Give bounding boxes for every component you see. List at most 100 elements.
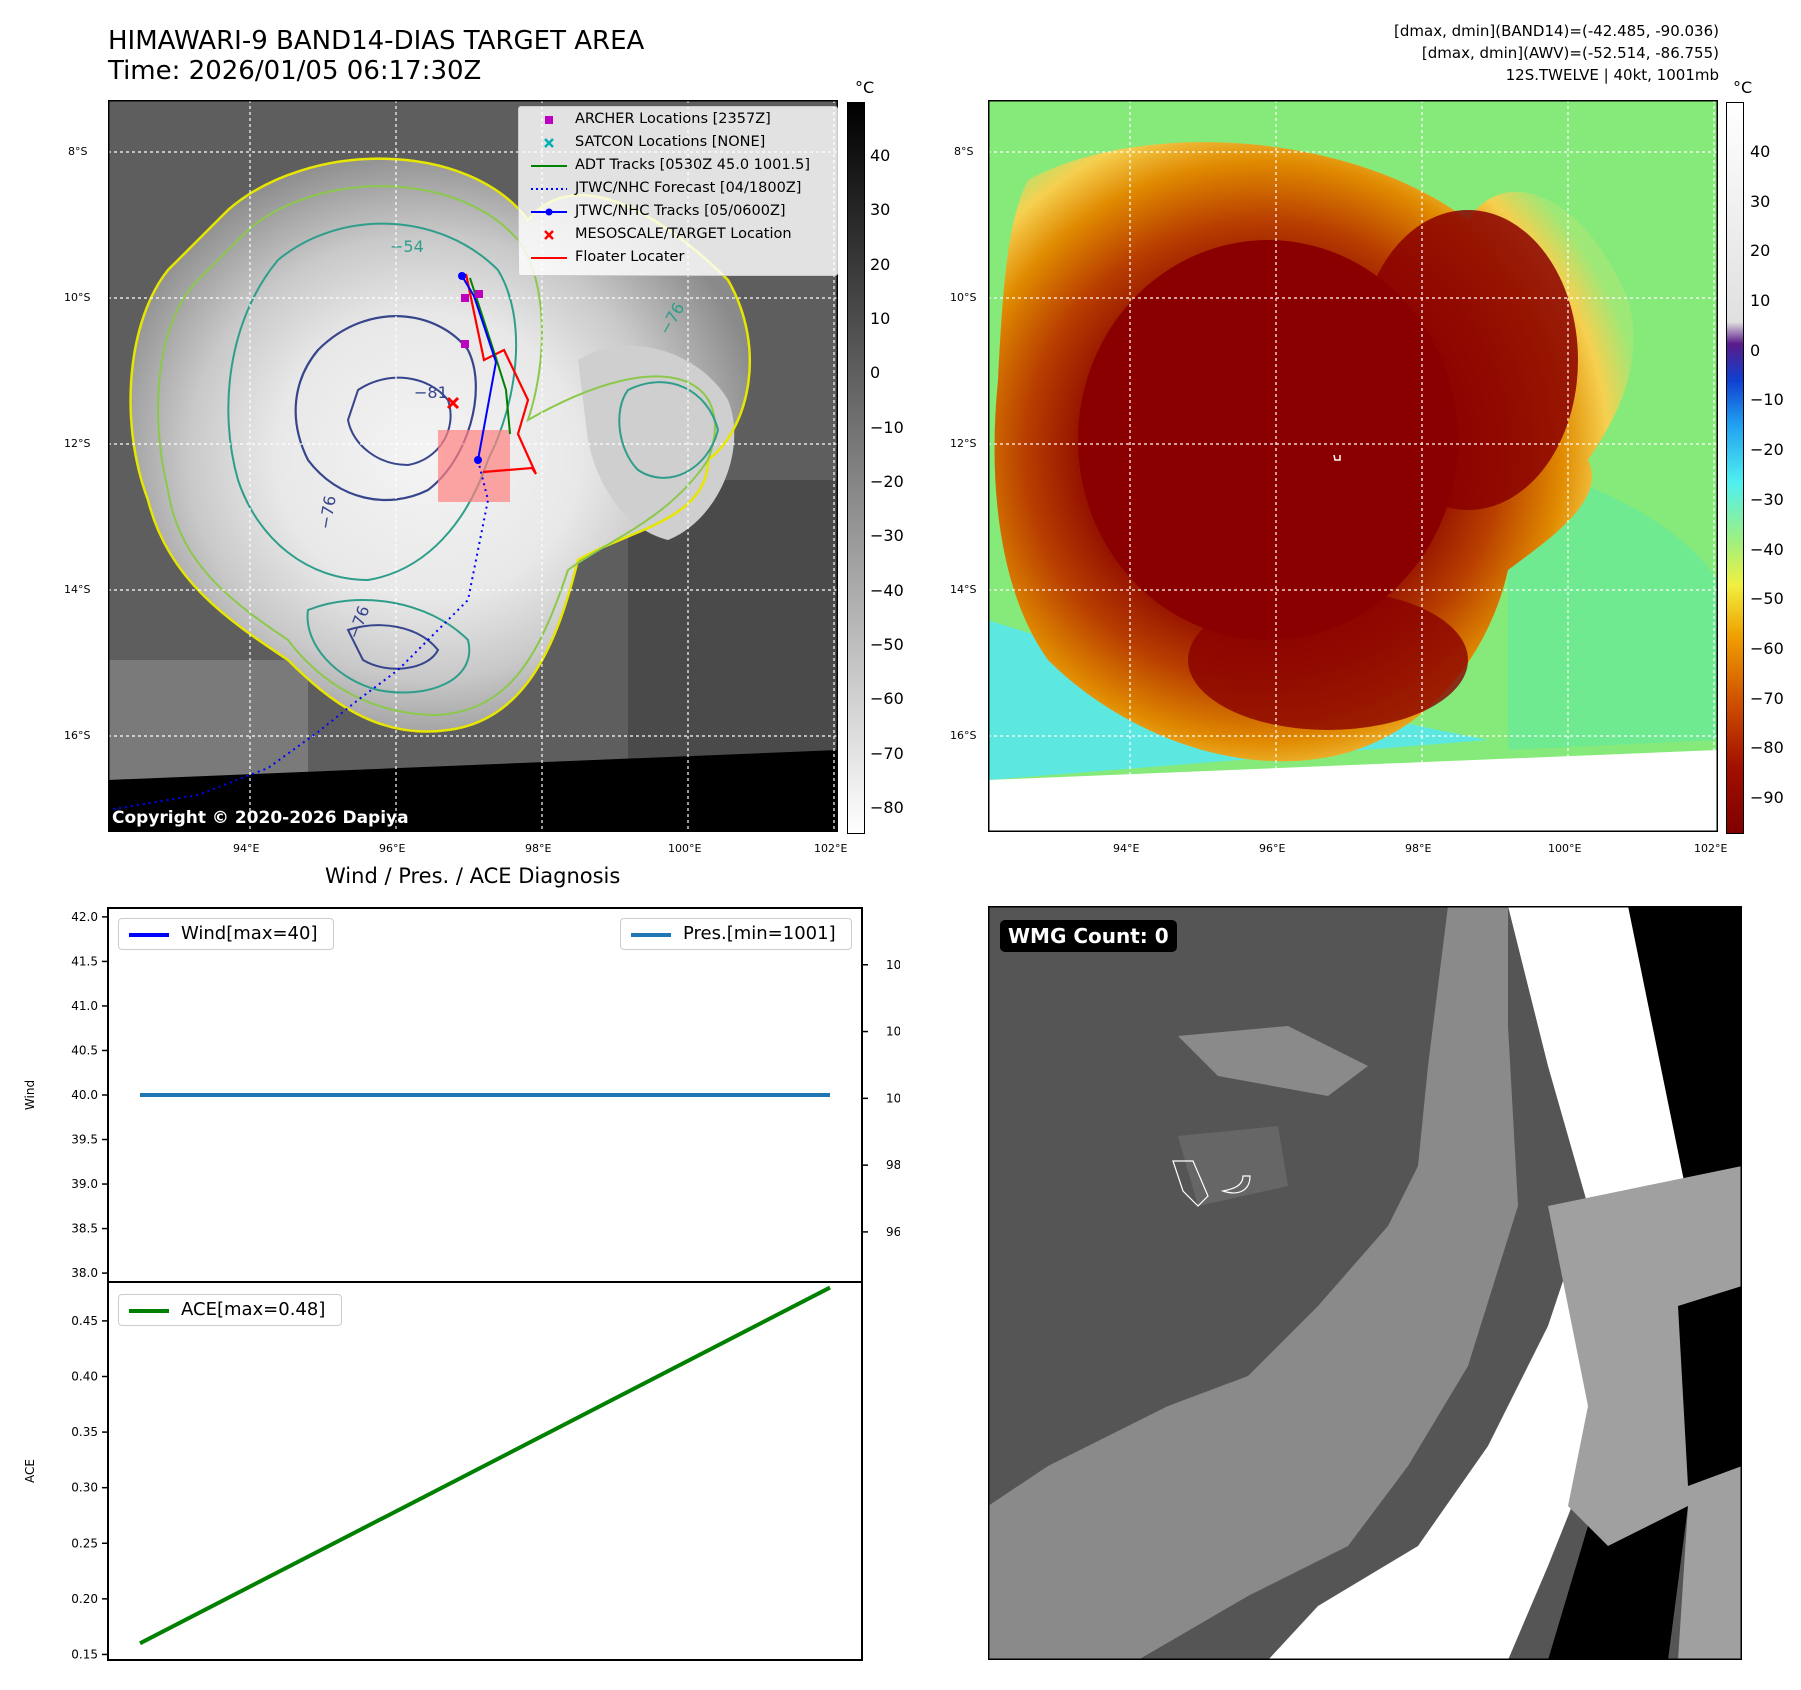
ir-map-panel: −54 −81 −76 −76 −76 [107,100,838,832]
jtwc-track [461,275,498,461]
archer-marker [475,290,483,298]
ir-legend: ARCHER Locations [2357Z] SATCON Location… [518,106,838,276]
wmg-outline [1333,454,1341,461]
colorbar-tick: 20 [870,254,891,274]
lon-tick: 100°E [668,842,702,855]
contour-label: −81 [414,383,448,402]
storm-info-text: 12S.TWELVE | 40kt, 1001mb [1505,66,1719,84]
awv-map-image [988,100,1718,832]
colorbar-tick: −60 [1750,638,1784,658]
colorbar-tick: −60 [870,689,904,709]
ace-legend: ACE[max=0.48] [118,1294,342,1326]
wind-axis-tick-label: 38.0 [71,1266,98,1280]
wmg-outline [1172,1160,1209,1207]
ace-axis-tick-label: 0.30 [71,1481,98,1495]
lon-tick: 98°E [1405,842,1432,855]
colorbar-tick: −40 [1750,539,1784,559]
wind-axis-tick-label: 41.0 [71,999,98,1013]
lat-tick: 10°S [950,291,977,304]
ace-axis-tick-label: 0.20 [71,1592,98,1606]
lon-tick: 98°E [525,842,552,855]
colorbar-tick: 10 [870,309,891,328]
wind-axis-tick-label: 39.5 [71,1133,98,1147]
wind-axis-tick-label: 38.5 [71,1222,98,1236]
lon-tick: 96°E [1259,842,1286,855]
wind-axis-tick-label: 41.5 [71,954,98,968]
pressure-axis-tick-label: 960 [886,1225,900,1239]
floater-locater-track [464,273,538,475]
colorbar-tick: 10 [1750,291,1771,311]
pressure-axis-tick-label: 1020 [886,1025,900,1039]
pressure-axis-tick-label: 980 [886,1158,900,1172]
wind-axis-tick-label: 42.0 [71,910,98,924]
awv-colorbar-unit: °C [1733,78,1753,97]
target-area-box [438,430,510,502]
lon-tick: 94°E [1113,842,1140,855]
wmg-panel: WMG Count: 0 [988,906,1742,1660]
lon-tick: 102°E [814,842,848,855]
lon-tick: 102°E [1694,842,1728,855]
colorbar-tick: −30 [1750,489,1784,509]
colorbar-tick: −30 [870,526,904,546]
colorbar-tick: 40 [1750,142,1771,161]
ace-axis-tick-label: 0.25 [71,1536,98,1550]
colorbar-tick: −80 [870,798,904,817]
lat-tick: 16°S [950,729,977,742]
colorbar-tick: −70 [1750,688,1784,708]
awv-map-panel [988,100,1718,832]
colorbar-tick: −50 [870,635,904,654]
awv-colorbar [1726,102,1744,834]
wind-axis-tick-label: 40.5 [71,1043,98,1057]
wind-axis-label: Wind [23,1080,37,1110]
colorbar-tick: −40 [870,580,904,600]
lat-tick: 12°S [64,437,91,450]
ace-axis-tick-label: 0.15 [71,1647,98,1661]
pressure-axis-tick-label: 1000 [886,1091,900,1105]
dmax-band14-text: [dmax, dmin](BAND14)=(-42.485, -90.036) [1394,22,1719,40]
wmg-outline [1220,1175,1251,1194]
archer-marker [461,294,469,302]
wmg-image [988,906,1742,1660]
colorbar-tick: 0 [1750,340,1761,360]
colorbar-tick: −20 [1750,440,1784,460]
lon-tick: 94°E [233,842,260,855]
pressure-axis-tick-label: 1040 [886,958,900,972]
colorbar-tick: −70 [870,743,904,763]
lat-tick: 10°S [64,291,91,304]
colorbar-tick: 20 [1750,241,1771,261]
figure-title: HIMAWARI-9 BAND14-DIAS TARGET AREA [108,26,645,56]
ace-axes-frame [107,1281,863,1661]
archer-marker [461,340,469,348]
dmax-awv-text: [dmax, dmin](AWV)=(-52.514, -86.755) [1421,44,1719,62]
ir-colorbar-unit: °C [855,78,875,97]
ace-axis-tick-label: 0.40 [71,1370,98,1384]
lat-tick: 8°S [954,145,974,158]
wind-axis-tick-label: 40.0 [71,1088,98,1102]
ace-series-line [139,1285,831,1646]
pressure-legend: Pres.[min=1001] [620,918,852,950]
lat-tick: 16°S [64,729,91,742]
jtwc-track-point [458,272,466,280]
colorbar-tick: −10 [870,417,904,437]
copyright-text: Copyright © 2020-2026 Dapiya [112,808,409,828]
diagnosis-chart-title: Wind / Pres. / ACE Diagnosis [325,864,621,888]
wind-axis-tick-label: 39.0 [71,1177,98,1191]
lat-tick: 14°S [950,583,977,596]
lon-tick: 100°E [1548,842,1582,855]
colorbar-tick: −80 [1750,738,1784,758]
lon-tick: 96°E [379,842,406,855]
lat-tick: 14°S [64,583,91,596]
colorbar-tick: 30 [870,200,891,220]
figure-time: Time: 2026/01/05 06:17:30Z [108,56,482,86]
mesoscale-target-marker [446,396,460,410]
lat-tick: 12°S [950,437,977,450]
map-grid [988,100,1718,832]
ace-axis-label: ACE [23,1459,37,1483]
colorbar-tick: 0 [870,363,881,383]
colorbar-tick: −90 [1750,788,1784,807]
colorbar-tick: −20 [870,472,904,491]
wind-legend: Wind[max=40] [118,918,334,950]
ir-colorbar [847,102,865,834]
lat-tick: 8°S [68,145,88,158]
colorbar-tick: −10 [1750,390,1784,410]
